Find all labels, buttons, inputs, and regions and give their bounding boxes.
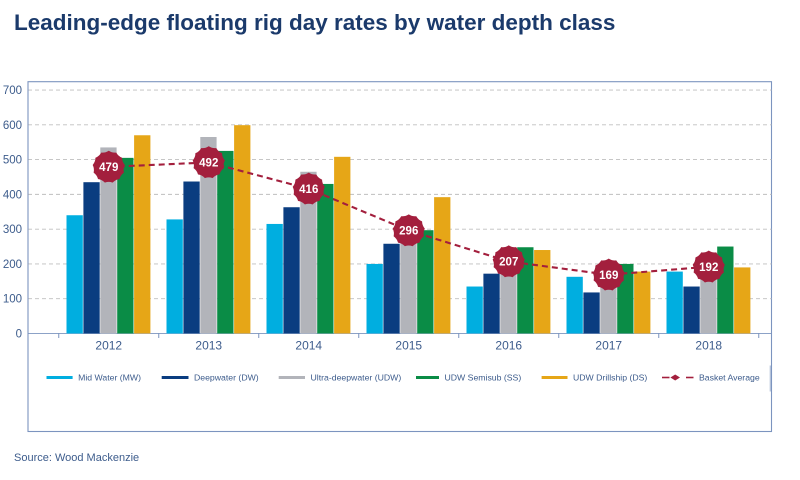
svg-text:2018: 2018 (695, 339, 722, 353)
svg-text:2012: 2012 (95, 339, 122, 353)
svg-text:2017: 2017 (595, 339, 622, 353)
svg-text:207: 207 (499, 257, 518, 269)
svg-text:400: 400 (3, 189, 22, 201)
svg-text:192: 192 (699, 262, 718, 274)
svg-text:416: 416 (299, 184, 318, 196)
svg-text:200: 200 (3, 259, 22, 271)
svg-text:Basket Average: Basket Average (699, 373, 760, 383)
svg-text:0: 0 (16, 328, 22, 340)
svg-text:169: 169 (599, 270, 618, 282)
svg-text:2014: 2014 (295, 339, 322, 353)
svg-text:600: 600 (3, 120, 22, 132)
svg-text:Deepwater (DW): Deepwater (DW) (194, 373, 259, 383)
svg-text:479: 479 (99, 162, 118, 174)
svg-text:2016: 2016 (495, 339, 522, 353)
svg-text:500: 500 (3, 155, 22, 167)
svg-text:300: 300 (3, 224, 22, 236)
svg-text:UDW Semisub (SS): UDW Semisub (SS) (445, 373, 522, 383)
svg-text:700: 700 (3, 85, 22, 97)
svg-text:2015: 2015 (395, 339, 422, 353)
svg-text:100: 100 (3, 294, 22, 306)
svg-text:UDW Drillship (DS): UDW Drillship (DS) (573, 373, 647, 383)
svg-text:296: 296 (399, 226, 418, 238)
svg-text:Ultra-deepwater (UDW): Ultra-deepwater (UDW) (311, 373, 402, 383)
svg-text:492: 492 (199, 158, 218, 170)
svg-text:Mid Water (MW): Mid Water (MW) (78, 373, 141, 383)
svg-text:2013: 2013 (195, 339, 222, 353)
